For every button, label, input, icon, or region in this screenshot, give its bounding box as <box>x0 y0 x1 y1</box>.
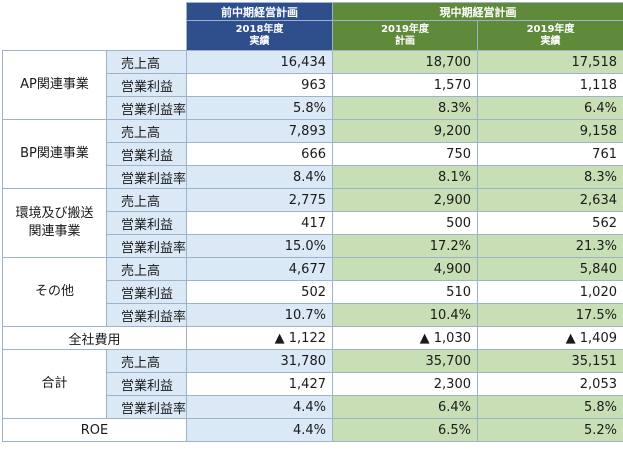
table-row: 環境及び搬送 関連事業 売上高 2,775 2,900 2,634 <box>2 188 623 258</box>
table-row: AP関連事業 売上高 16,434 18,700 17,518 <box>2 50 623 120</box>
value-cell: 31,780 <box>186 349 333 373</box>
value-cell: ▲ 1,030 <box>332 326 478 350</box>
value-cell: 9,158 <box>477 119 623 143</box>
metric-label: 営業利益率 <box>106 234 187 258</box>
segment-name: その他 <box>2 257 107 327</box>
table-row: 営業利益率 15.0% 17.2% 21.3% <box>3 234 623 258</box>
value-cell: 6.4% <box>477 96 623 120</box>
value-cell: 4.4% <box>186 395 333 419</box>
metric-label: 営業利益率 <box>106 303 187 327</box>
metric-label: 営業利益率 <box>106 165 187 189</box>
roe-label: ROE <box>2 418 187 442</box>
value-cell: 9,200 <box>332 119 478 143</box>
value-cell: 1,020 <box>477 280 623 304</box>
metric-label: 売上高 <box>106 188 187 212</box>
metric-label: 営業利益 <box>106 73 187 97</box>
value-cell: ▲ 1,122 <box>186 326 333 350</box>
segment-name: 合計 <box>2 349 107 419</box>
value-cell: 2,775 <box>186 188 333 212</box>
header-spacer <box>2 2 187 51</box>
table-row: 営業利益率 8.4% 8.1% 8.3% <box>3 165 623 189</box>
roe-row: ROE 4.4% 6.5% 5.2% <box>2 418 623 442</box>
value-cell: 5.8% <box>477 395 623 419</box>
table-row: 営業利益 666 750 761 <box>3 142 623 166</box>
value-cell: 8.1% <box>332 165 478 189</box>
metric-label: 営業利益率 <box>106 395 187 419</box>
table-row: 営業利益率 10.7% 10.4% 17.5% <box>3 303 623 327</box>
value-cell: ▲ 1,409 <box>477 326 623 350</box>
value-cell: 16,434 <box>186 50 333 74</box>
value-cell: 502 <box>186 280 333 304</box>
value-cell: 1,427 <box>186 372 333 396</box>
value-cell: 10.7% <box>186 303 333 327</box>
metric-label: 売上高 <box>106 50 187 74</box>
value-cell: 7,893 <box>186 119 333 143</box>
segment-name: 環境及び搬送 関連事業 <box>2 188 107 258</box>
value-cell: 2,053 <box>477 372 623 396</box>
metric-label: 営業利益 <box>106 211 187 235</box>
table-row: 営業利益 502 510 1,020 <box>3 280 623 304</box>
value-cell: 2,634 <box>477 188 623 212</box>
value-cell: 6.4% <box>332 395 478 419</box>
table-row: その他 売上高 4,677 4,900 5,840 <box>2 257 623 327</box>
table-row: 営業利益 963 1,570 1,118 <box>3 73 623 97</box>
value-cell: 417 <box>186 211 333 235</box>
metric-label: 売上高 <box>106 119 187 143</box>
segment-name: AP関連事業 <box>2 50 107 120</box>
header-2018-actual: 2018年度 実績 <box>186 20 333 51</box>
metric-label: 売上高 <box>106 257 187 281</box>
value-cell: 4,900 <box>332 257 478 281</box>
value-cell: 8.3% <box>332 96 478 120</box>
table-row: 営業利益 417 500 562 <box>3 211 623 235</box>
segment-name: BP関連事業 <box>2 119 107 189</box>
header-current-plan: 現中期経営計画 <box>332 2 623 21</box>
value-cell: 761 <box>477 142 623 166</box>
value-cell: 17,518 <box>477 50 623 74</box>
metric-label: 営業利益 <box>106 280 187 304</box>
value-cell: 5,840 <box>477 257 623 281</box>
value-cell: 4.4% <box>186 418 333 442</box>
value-cell: 1,570 <box>332 73 478 97</box>
table-row: 営業利益率 4.4% 6.4% 5.8% <box>3 395 623 419</box>
metric-label: 営業利益 <box>106 142 187 166</box>
value-cell: 17.2% <box>332 234 478 258</box>
header-2019-plan: 2019年度 計画 <box>332 20 478 51</box>
corporate-expense-row: 全社費用 ▲ 1,122 ▲ 1,030 ▲ 1,409 <box>2 326 623 350</box>
value-cell: 2,900 <box>332 188 478 212</box>
table-row: 合計 売上高 31,780 35,700 35,151 <box>2 349 623 419</box>
value-cell: 500 <box>332 211 478 235</box>
table-row: BP関連事業 売上高 7,893 9,200 9,158 <box>2 119 623 189</box>
value-cell: 35,700 <box>332 349 478 373</box>
value-cell: 18,700 <box>332 50 478 74</box>
value-cell: 1,118 <box>477 73 623 97</box>
value-cell: 15.0% <box>186 234 333 258</box>
value-cell: 750 <box>332 142 478 166</box>
header-2019-actual: 2019年度 実績 <box>477 20 623 51</box>
metric-label: 営業利益 <box>106 372 187 396</box>
value-cell: 5.2% <box>477 418 623 442</box>
corporate-expense-label: 全社費用 <box>2 326 187 350</box>
value-cell: 8.4% <box>186 165 333 189</box>
value-cell: 4,677 <box>186 257 333 281</box>
segment-results-table: 前中期経営計画 現中期経営計画 2018年度 実績 2019年度 計画 2019… <box>2 2 623 442</box>
value-cell: 510 <box>332 280 478 304</box>
value-cell: 10.4% <box>332 303 478 327</box>
value-cell: 666 <box>186 142 333 166</box>
value-cell: 35,151 <box>477 349 623 373</box>
metric-label: 営業利益率 <box>106 96 187 120</box>
value-cell: 562 <box>477 211 623 235</box>
value-cell: 17.5% <box>477 303 623 327</box>
value-cell: 21.3% <box>477 234 623 258</box>
value-cell: 2,300 <box>332 372 478 396</box>
value-cell: 5.8% <box>186 96 333 120</box>
value-cell: 6.5% <box>332 418 478 442</box>
metric-label: 売上高 <box>106 349 187 373</box>
value-cell: 963 <box>186 73 333 97</box>
header-prev-plan: 前中期経営計画 <box>186 2 333 21</box>
value-cell: 8.3% <box>477 165 623 189</box>
